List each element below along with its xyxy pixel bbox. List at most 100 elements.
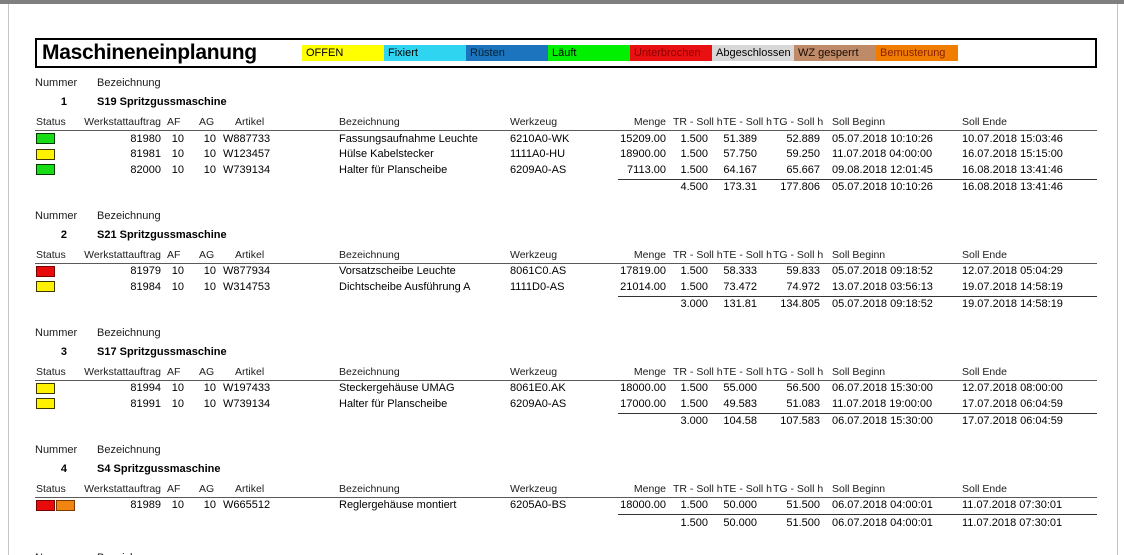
col-header-tg: TG - Soll h: [773, 248, 824, 261]
total-tr: 3.000: [680, 298, 708, 310]
col-header-ag: AG: [199, 116, 215, 128]
table-row: 81991 10 10 W739134 Halter für Planscheibe 62…: [35, 396, 1097, 412]
col-header-beginn: Soll Beginn: [832, 365, 886, 378]
col-header-status: Status: [36, 365, 66, 378]
cell-tr: 1.500: [680, 397, 708, 410]
table-header-row: Status Werkstattauftrag AF AG Artikel Bezeich…: [35, 483, 1097, 498]
cell-tr: 1.500: [680, 148, 708, 161]
col-header-te: TE - Soll h: [723, 365, 773, 378]
cell-tg: 59.833: [786, 265, 820, 278]
nummer-label: Nummer: [35, 443, 78, 456]
cell-tg: 51.083: [786, 397, 820, 410]
cell-tg: 65.667: [786, 163, 820, 176]
cell-af: 10: [171, 132, 184, 145]
machine-section-2: Nummer Bezeichnung 2 S21 Spritzgussmaschine…: [35, 210, 1097, 312]
nummer-label: Nummer: [35, 552, 97, 555]
col-header-werkzeug: Werkzeug: [510, 482, 558, 495]
machine-number: 1: [60, 96, 67, 108]
col-header-ende: Soll Ende: [962, 482, 1007, 495]
col-header-beginn: Soll Beginn: [832, 248, 886, 261]
col-header-te: TE - Soll h: [723, 116, 773, 128]
legend-item-wz-gesperrt: WZ gesperrt: [794, 45, 876, 61]
table-row: 82000 10 10 W739134 Halter für Planscheibe 62…: [35, 162, 1097, 178]
col-header-af: AF: [167, 248, 181, 261]
col-header-menge: Menge: [633, 116, 666, 128]
col-header-bezeichnung: Bezeichnung: [339, 482, 400, 495]
cell-af: 10: [171, 397, 184, 410]
cell-beginn: 09.08.2018 12:01:45: [832, 163, 933, 176]
status-swatch-yellow-icon: [36, 398, 55, 410]
cell-ende: 10.07.2018 15:03:46: [962, 132, 1063, 145]
col-header-bezeichnung: Bezeichnung: [339, 365, 400, 378]
col-header-werkzeug: Werkzeug: [510, 365, 558, 378]
status-swatch-green-icon: [36, 133, 55, 145]
cell-ag: 10: [203, 163, 216, 176]
col-header-te: TE - Soll h: [723, 248, 773, 261]
cell-menge: 18000.00: [620, 499, 666, 512]
col-header-artikel: Artikel: [235, 116, 265, 128]
col-header-werkstattauftrag: Werkstattauftrag: [84, 248, 161, 261]
total-tg: 51.500: [786, 516, 820, 529]
bezeichnung-label: Bezeichnung: [97, 443, 161, 456]
machine-number: 4: [60, 462, 67, 475]
col-header-werkzeug: Werkzeug: [510, 116, 558, 128]
status-swatch-group: [36, 398, 77, 410]
col-header-ag: AG: [199, 482, 215, 495]
cell-status: [35, 398, 77, 410]
col-header-tg: TG - Soll h: [773, 365, 824, 378]
totals-row: 3.000 131.81 134.805 05.07.2018 09:18:52 19.…: [35, 297, 1097, 312]
cell-status: [35, 382, 77, 394]
table-header-row: Status Werkstattauftrag AF AG Artikel Bezeich…: [35, 249, 1097, 264]
machine-row: 4 S4 Spritzgussmaschine: [35, 463, 1097, 476]
col-header-tr: TR - Soll h: [673, 482, 723, 495]
cell-tg: 52.889: [786, 132, 820, 145]
machine-name: S19 Spritzgussmaschine: [97, 96, 227, 108]
machine-name: S4 Spritzgussmaschine: [97, 462, 221, 475]
col-header-artikel: Artikel: [235, 248, 265, 261]
totals-row: 3.000 104.58 107.583 06.07.2018 15:30:00 17.…: [35, 414, 1097, 429]
col-header-menge: Menge: [633, 365, 666, 378]
status-swatch-orange-icon: [56, 499, 75, 511]
machine-name: S17 Spritzgussmaschine: [97, 345, 227, 358]
legend-item-fixiert: Fixiert: [384, 45, 466, 61]
cell-bezeichnung: Hülse Kabelstecker: [339, 148, 434, 161]
cell-ende: 19.07.2018 14:58:19: [962, 280, 1063, 293]
cell-menge: 18000.00: [620, 382, 666, 395]
cell-tg: 74.972: [786, 280, 820, 293]
legend-item-l-uft: Läuft: [548, 45, 630, 61]
cell-menge: 17819.00: [620, 265, 666, 278]
cell-ag: 10: [203, 265, 216, 278]
status-legend: OFFEN Fixiert Rüsten Läuft Unterbrochen Abges…: [302, 45, 958, 61]
cell-ag: 10: [203, 280, 216, 293]
cell-ag: 10: [203, 148, 216, 161]
cell-werkstattauftrag: 81980: [130, 132, 161, 145]
machine-row: 1 S19 Spritzgussmaschine: [35, 96, 1097, 109]
cell-te: 55.000: [723, 382, 757, 395]
machine-name: S21 Spritzgussmaschine: [97, 228, 227, 241]
cell-artikel: W739134: [223, 163, 271, 176]
cell-status: [35, 265, 77, 277]
cell-ag: 10: [203, 382, 216, 395]
cell-status: [35, 499, 77, 511]
col-header-status: Status: [36, 248, 66, 261]
total-tr: 3.000: [680, 415, 708, 427]
cell-werkstattauftrag: 81981: [130, 148, 161, 161]
total-tg: 134.805: [780, 298, 820, 310]
cell-beginn: 13.07.2018 03:56:13: [832, 280, 933, 293]
status-swatch-group: [36, 281, 77, 293]
total-tg: 107.583: [780, 415, 820, 427]
col-header-tr: TR - Soll h: [673, 365, 723, 378]
totals-divider: [618, 412, 1097, 414]
col-header-af: AF: [167, 482, 181, 495]
cell-bezeichnung: Reglergehäuse montiert: [339, 499, 457, 512]
cell-beginn: 11.07.2018 04:00:00: [832, 148, 933, 161]
cell-artikel: W665512: [223, 499, 271, 512]
cell-werkstattauftrag: 81984: [130, 280, 161, 293]
status-swatch-yellow-icon: [36, 281, 55, 293]
bezeichnung-label: Bezeichnung: [97, 209, 161, 222]
machine-section-1: Nummer Bezeichnung 1 S19 Spritzgussmaschine…: [35, 77, 1097, 195]
totals-divider: [618, 514, 1097, 515]
